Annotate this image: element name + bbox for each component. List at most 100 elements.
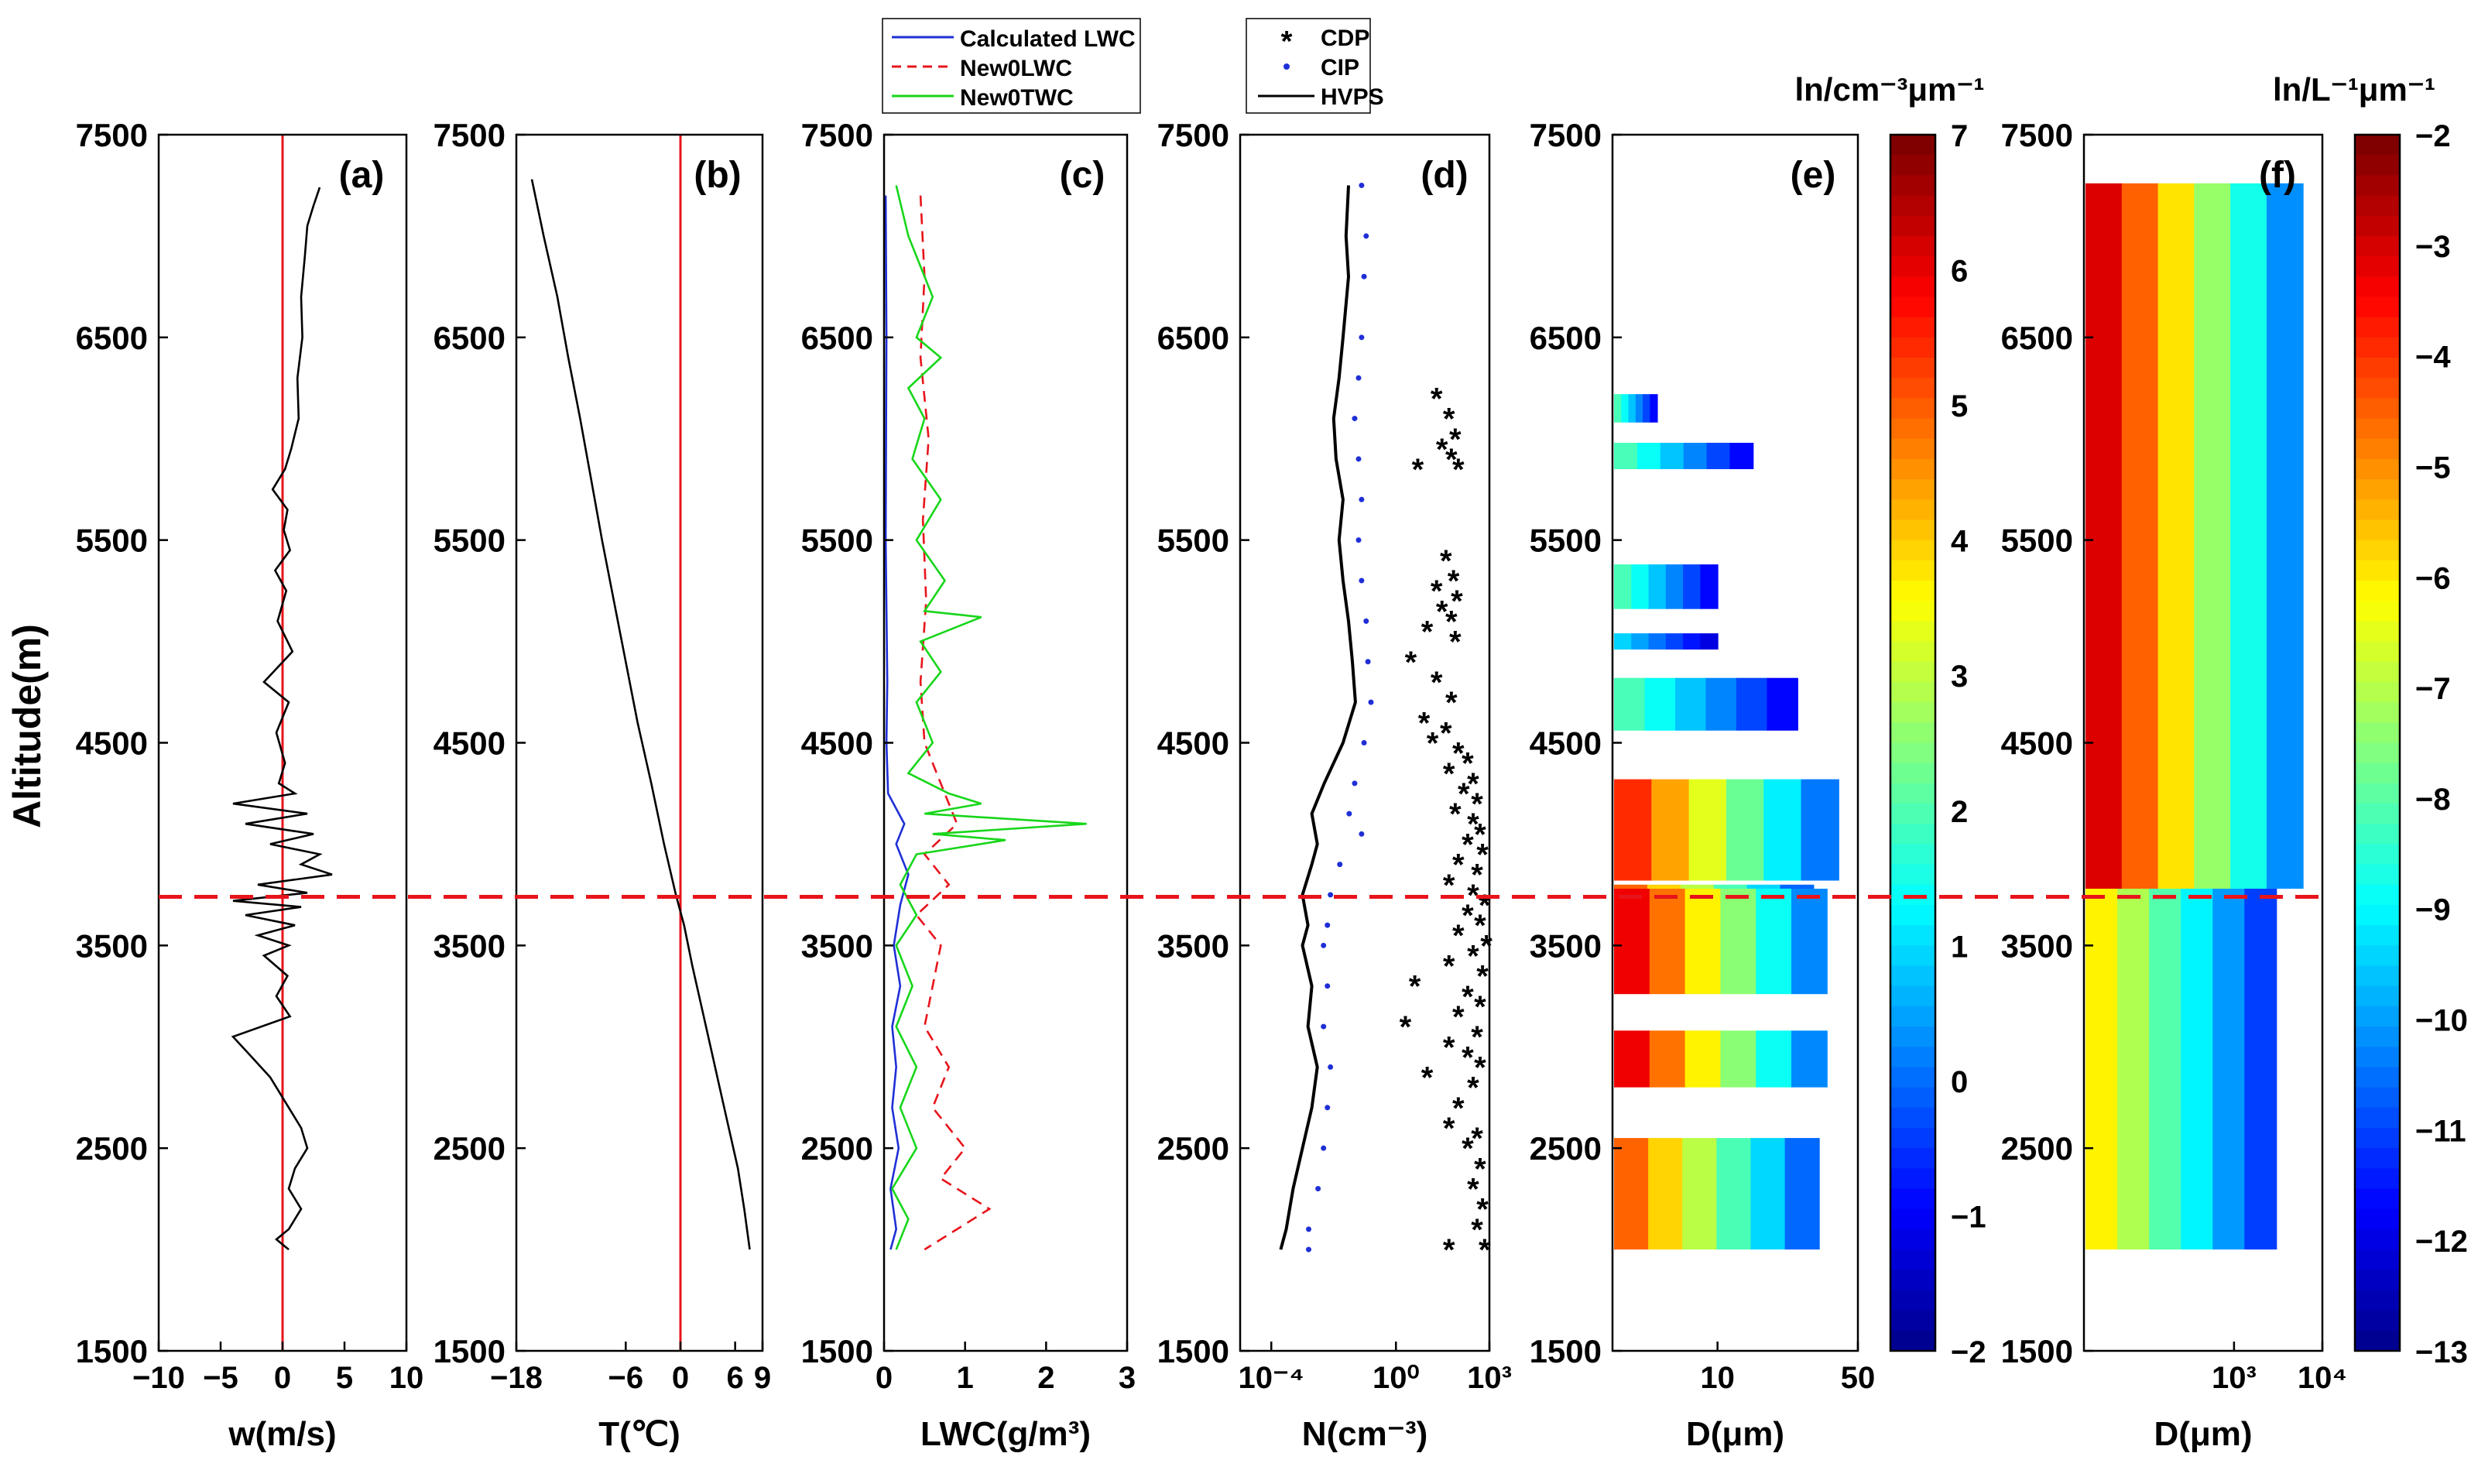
colorbar-swatch xyxy=(1890,641,1935,663)
cip-point xyxy=(1325,922,1331,928)
colorbar-swatch xyxy=(1890,1249,1935,1271)
colorbar-swatch xyxy=(2355,742,2400,764)
colorbar-swatch xyxy=(1890,601,1935,622)
cip-point xyxy=(1346,811,1352,817)
cdp-point: * xyxy=(1471,787,1483,821)
colorbar-tick-label: −11 xyxy=(2415,1114,2466,1148)
cdp-point: * xyxy=(1440,544,1452,578)
heatmap-cell xyxy=(1648,564,1667,609)
heatmap-cell xyxy=(1660,442,1684,470)
colorbar-swatch xyxy=(2355,965,2400,987)
colorbar-swatch xyxy=(1890,742,1935,764)
heatmap-cell xyxy=(1651,779,1690,881)
colorbar-swatch xyxy=(2355,985,2400,1007)
cdp-point: * xyxy=(1440,716,1452,750)
cip-point xyxy=(1355,537,1362,543)
x-tick-label: −6 xyxy=(608,1361,644,1395)
y-tick-label: 5500 xyxy=(1530,523,1602,559)
colorbar-swatch xyxy=(1890,1290,1935,1311)
cip-point xyxy=(1361,273,1367,279)
colorbar-swatch xyxy=(2355,296,2400,318)
colorbar-swatch xyxy=(1890,296,1935,318)
heatmap-cell xyxy=(1705,677,1737,731)
colorbar-swatch xyxy=(1890,540,1935,561)
colorbar-swatch xyxy=(2355,276,2400,298)
colorbar-swatch xyxy=(1890,783,1935,805)
panel-b: 7500 6500 5500 4500 3500 2500 1500−18 −6 0 6 9 T(℃)… xyxy=(434,117,772,1453)
heatmap-cell xyxy=(1683,633,1702,650)
colorbar-swatch xyxy=(1890,1310,1935,1331)
heatmap-cell xyxy=(1736,677,1768,731)
colorbar-swatch xyxy=(1890,195,1935,217)
colorbar-tick-label: 4 xyxy=(1951,525,1969,559)
cdp-point: * xyxy=(1452,1092,1465,1126)
colorbar-tick-label: −1 xyxy=(1951,1200,1986,1234)
colorbar-swatch xyxy=(1890,1270,1935,1291)
colorbar-swatch xyxy=(1890,519,1935,541)
cdp-point: * xyxy=(1467,1071,1479,1105)
y-tick-label: 7500 xyxy=(1157,117,1229,153)
x-axis-label: T(℃) xyxy=(598,1415,680,1453)
heatmap-cell xyxy=(1648,633,1667,650)
cip-point xyxy=(1352,416,1358,422)
cip-point xyxy=(1325,1105,1331,1111)
colorbar-swatch xyxy=(2355,702,2400,724)
y-tick-label: 5500 xyxy=(76,523,148,559)
cdp-point: * xyxy=(1480,929,1493,963)
cdp-point: * xyxy=(1474,1152,1486,1186)
cip-point xyxy=(1315,1186,1321,1192)
cdp-point: * xyxy=(1471,859,1483,893)
y-tick-label: 3500 xyxy=(1530,927,1602,964)
heatmap-band xyxy=(1614,442,1754,470)
y-tick-label: 1500 xyxy=(2001,1333,2073,1369)
colorbar-swatch xyxy=(1890,418,1935,440)
colorbar-frame xyxy=(2353,133,2401,1352)
colorbar-swatch xyxy=(2355,135,2400,156)
y-tick-label: 1500 xyxy=(1530,1333,1602,1369)
x-tick-label: −18 xyxy=(490,1361,543,1395)
colorbar-swatch xyxy=(1890,438,1935,460)
cdp-point: * xyxy=(1462,1132,1474,1166)
colorbar-swatch xyxy=(2355,722,2400,744)
colorbar-swatch xyxy=(2355,763,2400,784)
colorbar-swatch xyxy=(1890,175,1935,197)
cip-point xyxy=(1306,1246,1311,1253)
y-tick-label: 3500 xyxy=(2001,927,2073,964)
colorbar-swatch xyxy=(2355,398,2400,420)
colorbar-tick-label: −2 xyxy=(1951,1335,1986,1369)
colorbar-swatch xyxy=(2355,215,2400,237)
colorbar-swatch xyxy=(2355,864,2400,886)
heatmap-cell xyxy=(1683,564,1702,609)
colorbar-swatch xyxy=(2355,195,2400,217)
colorbar-swatch xyxy=(2355,1229,2400,1251)
colorbar-tick-label: 5 xyxy=(1951,389,1968,423)
colorbar-tick-label: −9 xyxy=(2415,893,2451,927)
cdp-point: * xyxy=(1467,879,1479,913)
colorbar-swatch xyxy=(2355,1270,2400,1291)
heatmap-cell xyxy=(1636,442,1661,470)
panel-d: ****** **** **** ***** ** *** ** ** *** ** ** * ** **… xyxy=(1157,18,1512,1453)
cdp-point: * xyxy=(1449,423,1462,457)
cdp-point: * xyxy=(1476,960,1489,994)
x-tick-label: 10⁴ xyxy=(2298,1361,2347,1395)
colorbar-swatch xyxy=(1890,1229,1935,1251)
x-tick-label: −10 xyxy=(132,1361,185,1395)
colorbar-swatch xyxy=(1890,844,1935,865)
heatmap-cell xyxy=(1791,1030,1828,1088)
axes-box xyxy=(515,133,764,1352)
cdp-point: * xyxy=(1443,1112,1455,1146)
cip-point xyxy=(1355,456,1362,462)
colorbar-swatch xyxy=(1890,276,1935,298)
legend: * CDP CIP HVPS xyxy=(1246,18,1384,114)
colorbar-swatch xyxy=(2355,1330,2400,1352)
colorbar-swatch xyxy=(1890,1026,1935,1048)
colorbar-swatch xyxy=(2355,358,2400,379)
colorbar-swatch xyxy=(1890,1208,1935,1230)
cdp-point: * xyxy=(1462,980,1474,1014)
colorbar-frame xyxy=(1889,133,1937,1352)
colorbar-tick-label: −12 xyxy=(2415,1225,2468,1259)
cdp-point: * xyxy=(1421,615,1434,649)
cip-point xyxy=(1337,862,1343,868)
cdp-point: * xyxy=(1476,838,1489,872)
colorbar-tick-label: −13 xyxy=(2415,1335,2468,1369)
